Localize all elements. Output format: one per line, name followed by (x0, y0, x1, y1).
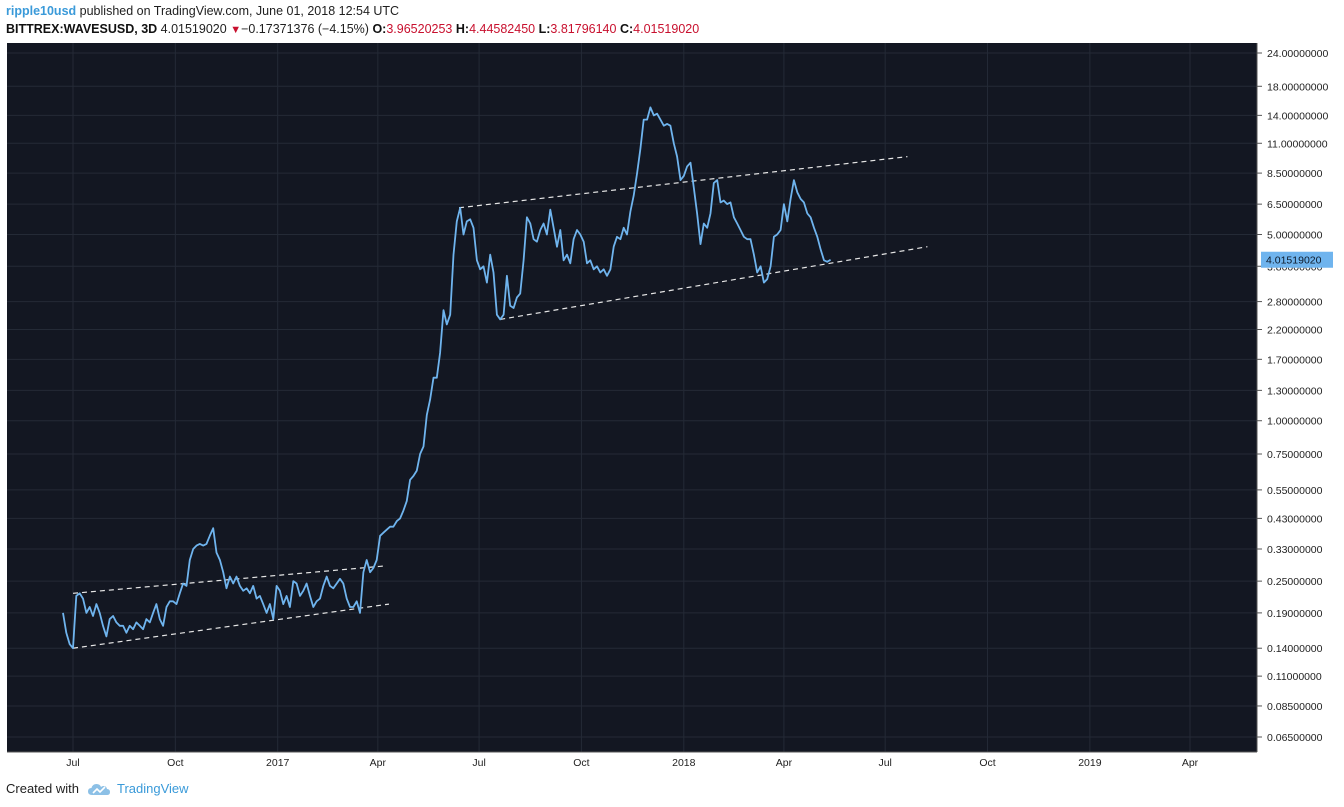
created-with-text: Created with (6, 781, 79, 796)
close-value: 4.01519020 (633, 22, 700, 36)
trendline[interactable] (458, 156, 908, 209)
x-tick-label: Jul (878, 757, 891, 769)
y-tick-label: 0.33000000 (1267, 544, 1323, 556)
x-tick-label: Apr (370, 757, 387, 769)
y-tick-label: 11.00000000 (1267, 138, 1328, 150)
y-tick-label: 0.08500000 (1267, 701, 1323, 713)
last-value-label: 4.01519020 (1266, 255, 1322, 267)
symbol-label: BITTREX:WAVESUSD, 3D (6, 22, 158, 36)
x-tick-label: Jul (472, 757, 485, 769)
plot-area[interactable] (7, 43, 1257, 752)
low-value: 3.81796140 (550, 22, 617, 36)
x-tick-label: Oct (979, 757, 995, 769)
published-text: published on TradingView.com, June 01, 2… (79, 4, 400, 18)
open-value: 3.96520253 (386, 22, 453, 36)
publish-info: ripple10usd published on TradingView.com… (6, 4, 399, 18)
close-label: C: (619, 22, 634, 36)
high-label: H: (455, 22, 470, 36)
last-value-badge (1261, 251, 1333, 268)
y-tick-label: 0.14000000 (1267, 643, 1323, 655)
y-tick-label: 1.70000000 (1267, 354, 1323, 366)
y-tick-label: 0.19000000 (1267, 608, 1323, 620)
price-line[interactable] (62, 106, 832, 650)
y-tick-label: 1.00000000 (1267, 416, 1323, 428)
y-tick-label: 5.00000000 (1267, 230, 1323, 242)
author-link[interactable]: ripple10usd (6, 4, 77, 18)
y-tick-label: 2.80000000 (1267, 297, 1323, 309)
y-tick-label: 24.00000000 (1267, 48, 1328, 60)
price-change: −0.17371376 (−4.15%) (241, 22, 369, 36)
x-tick-label: 2018 (672, 757, 696, 769)
x-tick-label: Oct (573, 757, 589, 769)
tradingview-link[interactable]: TradingView (87, 781, 189, 796)
y-tick-label: 0.25000000 (1267, 576, 1323, 588)
y-tick-label: 0.55000000 (1267, 485, 1323, 497)
low-label: L: (538, 22, 551, 36)
x-tick-label: Apr (776, 757, 793, 769)
y-tick-label: 6.50000000 (1267, 199, 1323, 211)
footer: Created with TradingView (6, 781, 189, 796)
cloud-logo-icon (87, 783, 110, 795)
last-price: 4.01519020 (160, 22, 227, 36)
high-value: 4.44582450 (469, 22, 536, 36)
y-tick-label: 1.30000000 (1267, 385, 1323, 397)
y-tick-label: 0.06500000 (1267, 732, 1323, 744)
x-tick-label: 2017 (266, 757, 290, 769)
y-tick-label: 18.00000000 (1267, 81, 1328, 93)
x-tick-label: Jul (66, 757, 79, 769)
y-tick-label: 0.75000000 (1267, 449, 1323, 461)
y-tick-label: 8.50000000 (1267, 168, 1323, 180)
x-tick-label: 2019 (1078, 757, 1102, 769)
open-label: O: (372, 22, 387, 36)
y-tick-label: 0.11000000 (1267, 671, 1322, 683)
y-tick-label: 2.20000000 (1267, 324, 1323, 336)
y-tick-label: 14.00000000 (1267, 110, 1328, 122)
trendline[interactable] (500, 246, 928, 321)
down-arrow-icon: ▼ (230, 24, 242, 36)
trendline[interactable] (72, 603, 390, 649)
x-tick-label: Apr (1182, 757, 1199, 769)
x-tick-label: Oct (167, 757, 183, 769)
symbol-legend: BITTREX:WAVESUSD, 3D 4.01519020 ▼−0.1737… (6, 22, 699, 36)
y-tick-label: 0.43000000 (1267, 513, 1323, 525)
tradingview-brand: TradingView (116, 781, 189, 796)
